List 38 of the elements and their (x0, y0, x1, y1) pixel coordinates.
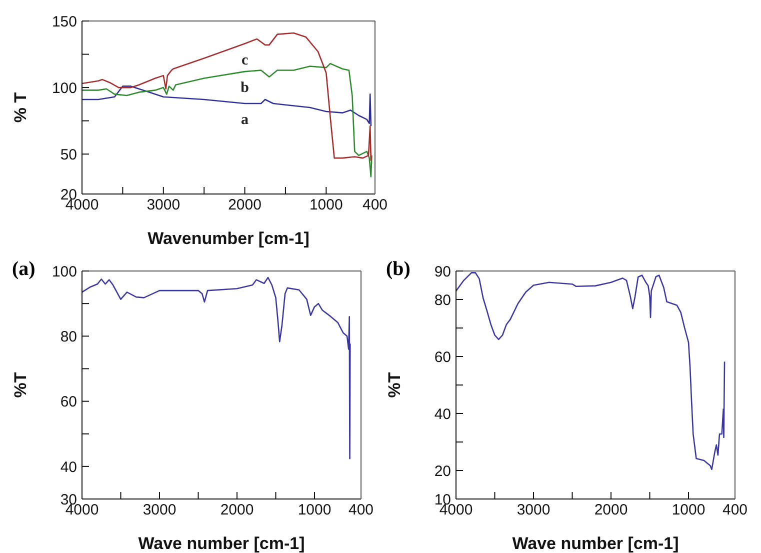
series-label: a (241, 112, 250, 128)
x-tick-label: 3000 (516, 502, 550, 519)
x-tick-label: 2000 (228, 196, 262, 214)
x-tick-label: 2000 (594, 502, 628, 519)
line-series (82, 32, 372, 162)
y-tick-label: 80 (434, 292, 451, 309)
series-label: c (241, 52, 248, 68)
y-tick-label: 20 (434, 462, 451, 480)
x-axis-title: Wavenumber [cm-1] (148, 229, 310, 248)
y-tick-label: 90 (434, 263, 451, 280)
y-axis-title: % T (11, 92, 30, 123)
x-tick-label: 400 (362, 196, 388, 214)
y-tick-label: 100 (52, 263, 77, 280)
x-axis-title: Wave number [cm-1] (138, 534, 305, 553)
x-tick-label: 3000 (146, 196, 180, 214)
y-tick-label: 50 (60, 146, 77, 164)
y-tick-label: 150 (52, 13, 77, 30)
y-axis-title: %T (385, 372, 404, 398)
y-tick-label: 80 (60, 328, 77, 346)
x-tick-label: 3000 (142, 502, 176, 519)
x-tick-label: 1000 (672, 502, 706, 519)
y-tick-label: 40 (60, 458, 77, 476)
line-series (82, 276, 351, 460)
chart-title: (b) (386, 258, 410, 281)
x-tick-label: 400 (348, 502, 374, 519)
chart-title: (a) (12, 258, 36, 281)
line-series (456, 272, 726, 470)
y-tick-label: 60 (434, 348, 451, 366)
x-tick-label: 1000 (298, 502, 332, 519)
y-tick-label: 60 (60, 394, 77, 411)
x-tick-label: 2000 (220, 502, 254, 519)
series-label: b (240, 80, 249, 96)
x-axis-title: Wave number [cm-1] (512, 534, 679, 553)
x-tick-label: 400 (722, 502, 748, 519)
y-tick-label: 100 (52, 80, 77, 97)
y-axis-title: %T (11, 372, 30, 398)
y-tick-label: 40 (434, 406, 451, 423)
x-tick-label: 1000 (309, 196, 343, 214)
